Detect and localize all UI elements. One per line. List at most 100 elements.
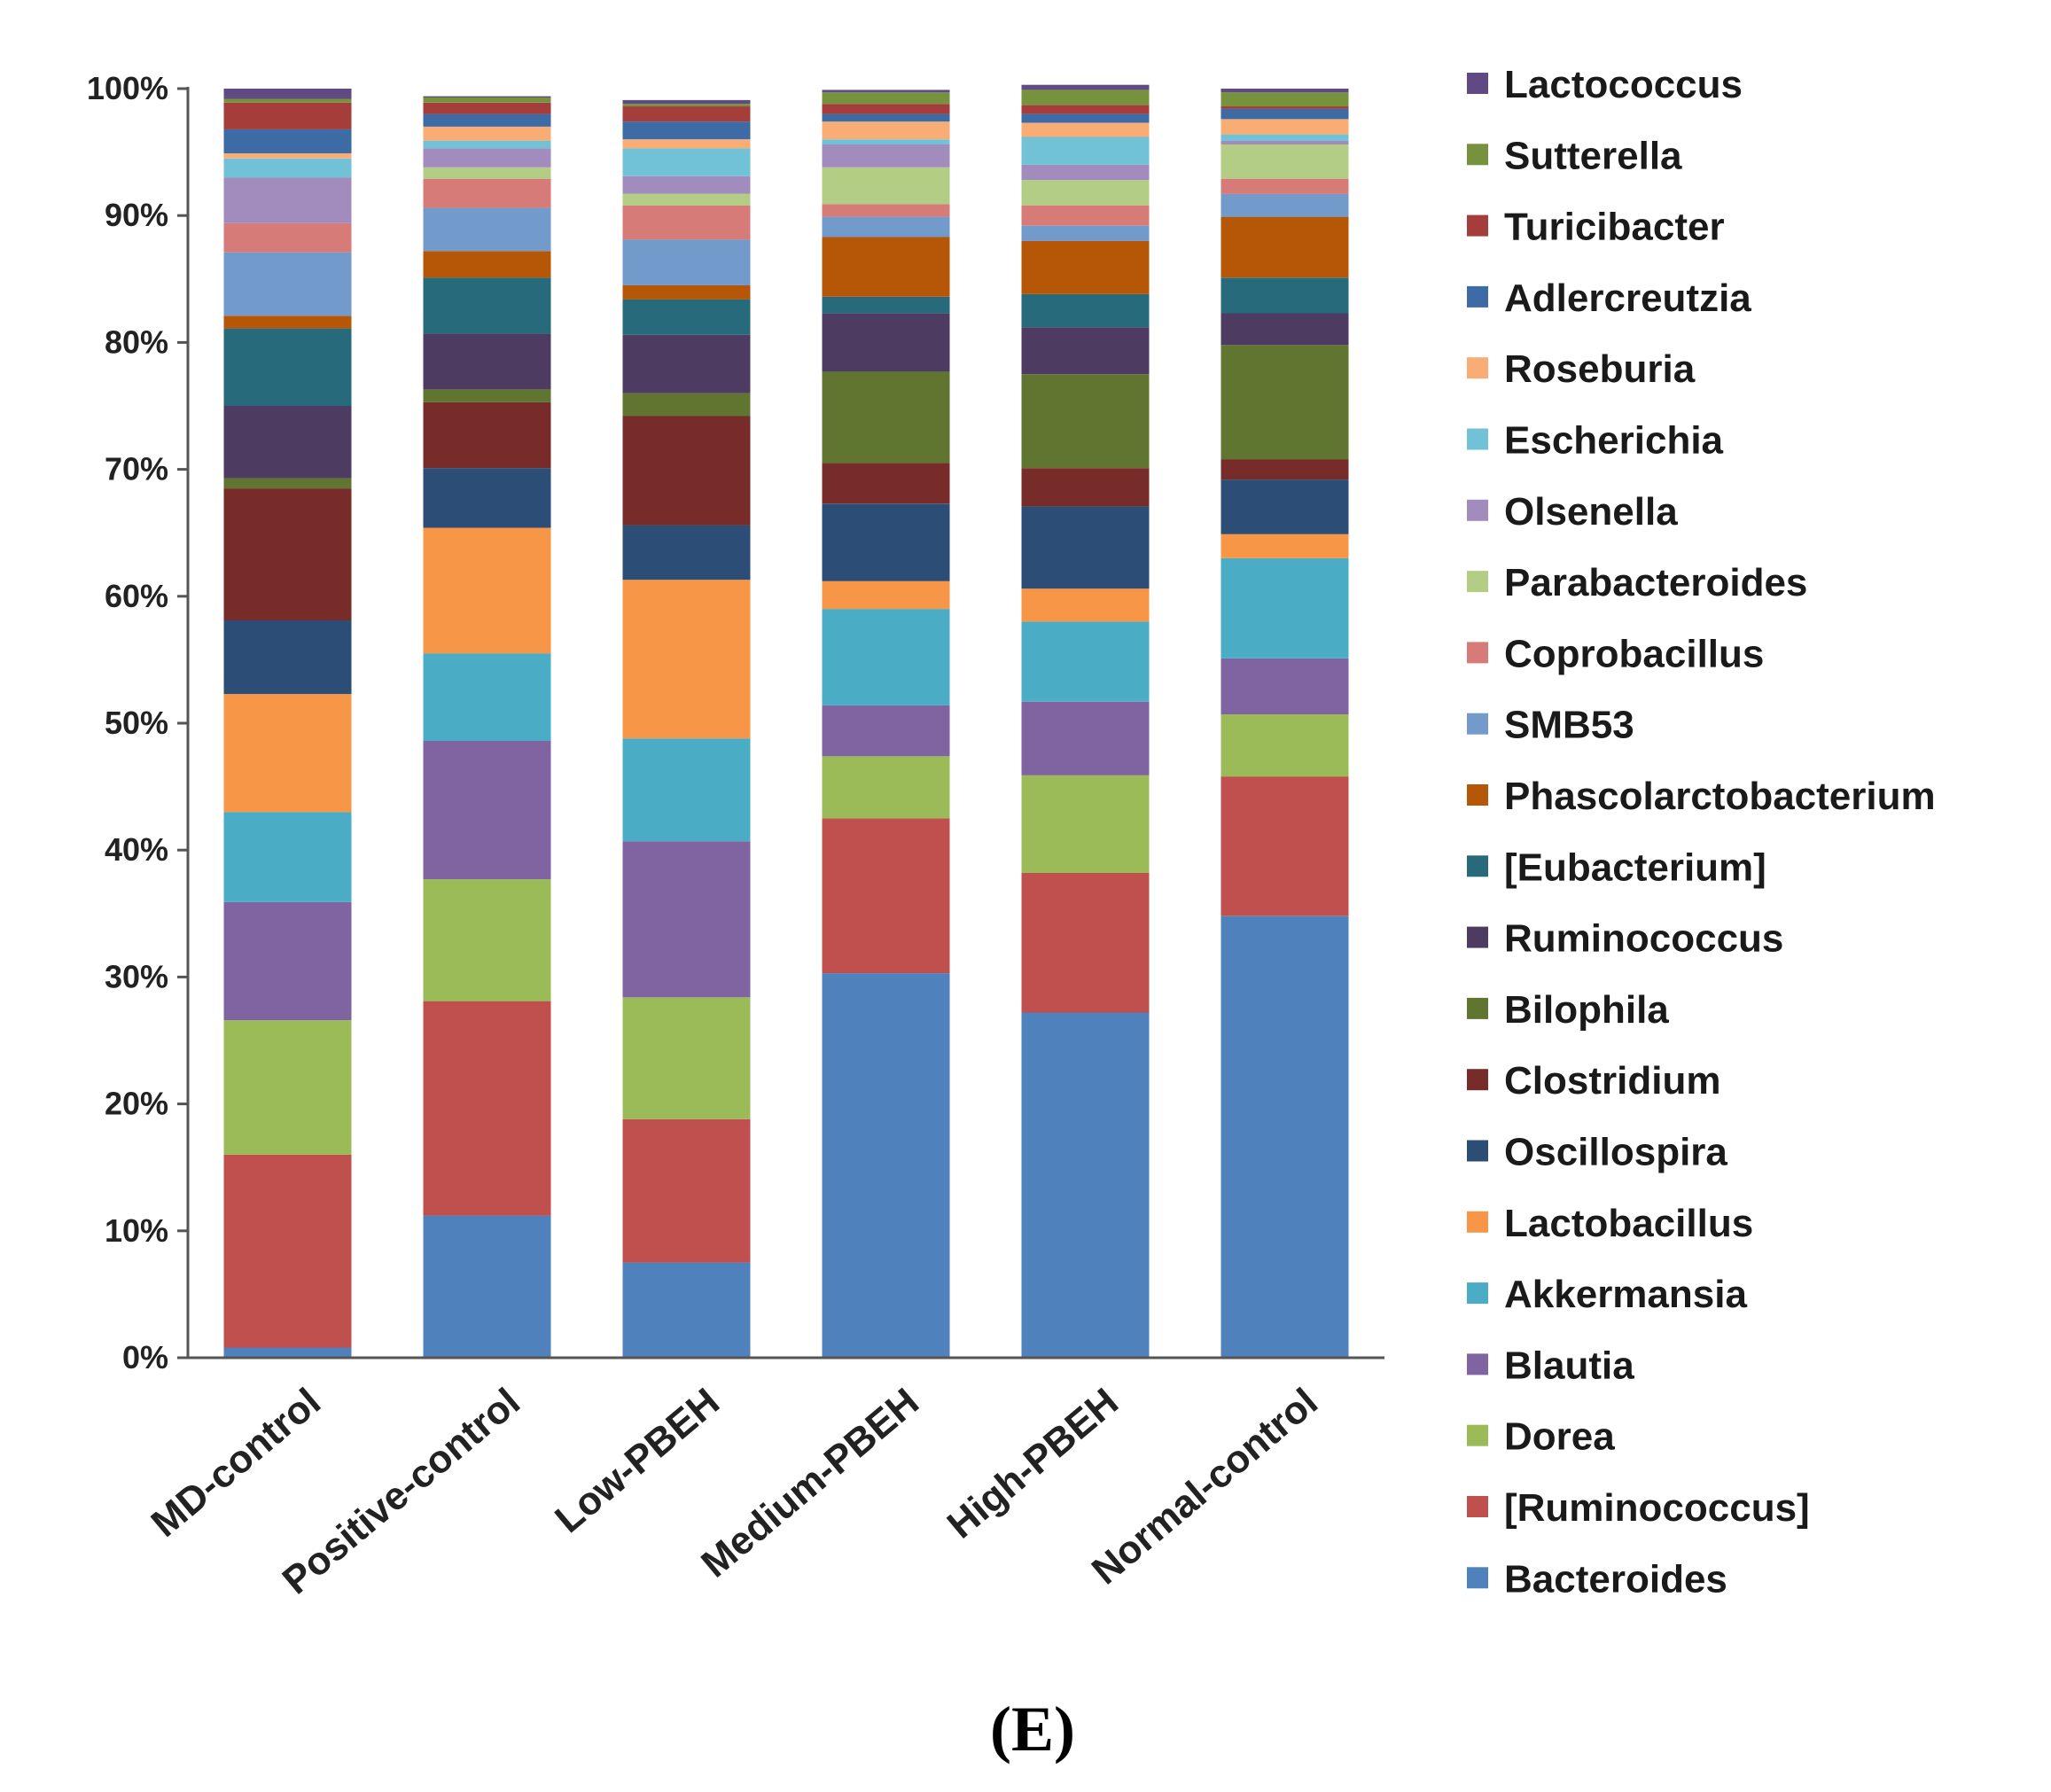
legend-swatch	[1467, 855, 1488, 877]
bar-segment-smb53-5	[1220, 193, 1349, 217]
panel-label: (E)	[990, 1694, 1075, 1765]
bar-segment-ruminococcus-2	[622, 1118, 751, 1263]
bar-segment-sutterella-2	[622, 104, 751, 107]
bar-segment-clostridium-2	[622, 416, 751, 526]
legend-swatch	[1467, 1353, 1488, 1375]
bar-segment-turicibacter-1	[423, 102, 551, 114]
bar-segment-clostridium-1	[423, 401, 551, 469]
bar-segment-roseburia-5	[1220, 119, 1349, 135]
legend-label: Bilophila	[1504, 988, 1669, 1032]
bar-segment-oscillospira-3	[822, 503, 950, 581]
legend-label: Roseburia	[1504, 347, 1696, 391]
bar-segment-clostridium-4	[1021, 468, 1150, 507]
bar-segment-akkermansia-2	[622, 738, 751, 842]
bar-segment-lactococcus-4	[1021, 84, 1150, 90]
legend-swatch	[1467, 1567, 1488, 1589]
bar-segment-bilophila-2	[622, 393, 751, 417]
bar-segment-dorea-2	[622, 997, 751, 1119]
bar-segment-smb53-2	[622, 239, 751, 285]
bar-segment-roseburia-1	[423, 127, 551, 141]
y-tick-label: 50%	[105, 705, 168, 741]
bar-segment-bilophila-0	[223, 478, 352, 489]
x-category-label: Medium-PBEH	[693, 1380, 927, 1586]
legend-swatch	[1467, 642, 1488, 664]
bar-segment-olsenella-1	[423, 148, 551, 168]
bar-segment-oscillospira-2	[622, 525, 751, 580]
bar-segment-turicibacter-3	[822, 104, 950, 114]
bar-segment-akkermansia-1	[423, 653, 551, 741]
bar-segment-sutterella-4	[1021, 90, 1150, 105]
bar-segment-ruminococcus-0	[223, 406, 352, 479]
legend-label: [Eubacterium]	[1504, 845, 1766, 889]
bar-segment-sutterella-1	[423, 97, 551, 103]
legend-swatch	[1467, 784, 1488, 806]
y-ticks-group: 0% 10% 20% 30% 40% 50% 60% 70% 80% 90% 100%	[87, 70, 188, 1375]
bar-segment-lactobacillus-2	[622, 580, 751, 739]
bar-segment-turicibacter-4	[1021, 105, 1150, 114]
bar-segment-blautia-5	[1220, 658, 1349, 714]
bar-segment-ruminococcus-1	[423, 1001, 551, 1216]
bar-segment-coprobacillus-4	[1021, 205, 1150, 226]
legend-label: Ruminococcus	[1504, 917, 1783, 961]
bar-segment-bacteroides-1	[423, 1215, 551, 1358]
bar-segment-turicibacter-2	[622, 106, 751, 122]
bar-segment-olsenella-0	[223, 177, 352, 223]
bar-segment-akkermansia-3	[822, 609, 950, 705]
legend-swatch	[1467, 285, 1488, 308]
legend-label: Lactobacillus	[1504, 1202, 1753, 1245]
legend-label: Phascolarctobacterium	[1504, 775, 1936, 818]
bar-segment-roseburia-3	[822, 121, 950, 140]
legend-swatch	[1467, 713, 1488, 735]
bar-segment-ruminococcus-5	[1220, 313, 1349, 346]
bar-segment-ruminococcus-3	[822, 818, 950, 974]
x-category-label: Low-PBEH	[547, 1380, 728, 1541]
legend-swatch	[1467, 428, 1488, 450]
bar-segment-lactococcus-0	[223, 89, 352, 99]
legend-swatch	[1467, 926, 1488, 948]
bar-segment-eubacterium-5	[1220, 277, 1349, 314]
bar-segment-blautia-2	[622, 841, 751, 998]
bar-segment-lactococcus-5	[1220, 89, 1349, 93]
bar-segment-bilophila-1	[423, 389, 551, 402]
bar-segment-roseburia-2	[622, 139, 751, 149]
legend-label: Blautia	[1504, 1344, 1634, 1387]
bar-segment-clostridium-3	[822, 463, 950, 504]
bar-segment-sutterella-5	[1220, 92, 1349, 107]
bar-segment-clostridium-0	[223, 488, 352, 620]
bar-segment-ruminococcus-5	[1220, 776, 1349, 916]
legend-swatch	[1467, 1424, 1488, 1446]
bar-segment-lactococcus-3	[822, 90, 950, 93]
bar-segment-phascolarctobacterium-3	[822, 237, 950, 297]
legend-swatch	[1467, 73, 1488, 94]
bar-segment-phascolarctobacterium-1	[423, 251, 551, 278]
bar-segment-oscillospira-0	[223, 620, 352, 695]
bar-segment-coprobacillus-3	[822, 204, 950, 217]
legend-label: Olsenella	[1504, 490, 1678, 534]
legend-label: Bacteroides	[1504, 1557, 1727, 1601]
legend-swatch	[1467, 1140, 1488, 1162]
legend-label: Coprobacillus	[1504, 632, 1764, 675]
bar-segment-adlercreutzia-5	[1220, 108, 1349, 120]
bar-segment-adlercreutzia-4	[1021, 113, 1150, 123]
y-tick-label: 30%	[105, 958, 168, 994]
bar-segment-dorea-5	[1220, 714, 1349, 777]
bars-group	[223, 84, 1349, 1358]
bar-segment-bilophila-3	[822, 371, 950, 464]
bar-segment-parabacteroides-3	[822, 167, 950, 205]
bar-segment-akkermansia-5	[1220, 557, 1349, 658]
y-tick-label: 70%	[105, 451, 168, 487]
legend-swatch	[1467, 144, 1488, 166]
bar-segment-coprobacillus-5	[1220, 178, 1349, 194]
bar-segment-olsenella-3	[822, 144, 950, 168]
bar-segment-eubacterium-4	[1021, 294, 1150, 328]
bar-segment-olsenella-4	[1021, 164, 1150, 181]
bar-segment-bacteroides-5	[1220, 915, 1349, 1358]
bar-segment-oscillospira-1	[423, 468, 551, 528]
bar-segment-smb53-1	[423, 207, 551, 252]
bar-segment-dorea-3	[822, 756, 950, 819]
bar-segment-escherichia-4	[1021, 136, 1150, 165]
bar-segment-ruminococcus-1	[423, 333, 551, 390]
bar-segment-phascolarctobacterium-4	[1021, 240, 1150, 294]
legend-label: SMB53	[1504, 704, 1634, 747]
